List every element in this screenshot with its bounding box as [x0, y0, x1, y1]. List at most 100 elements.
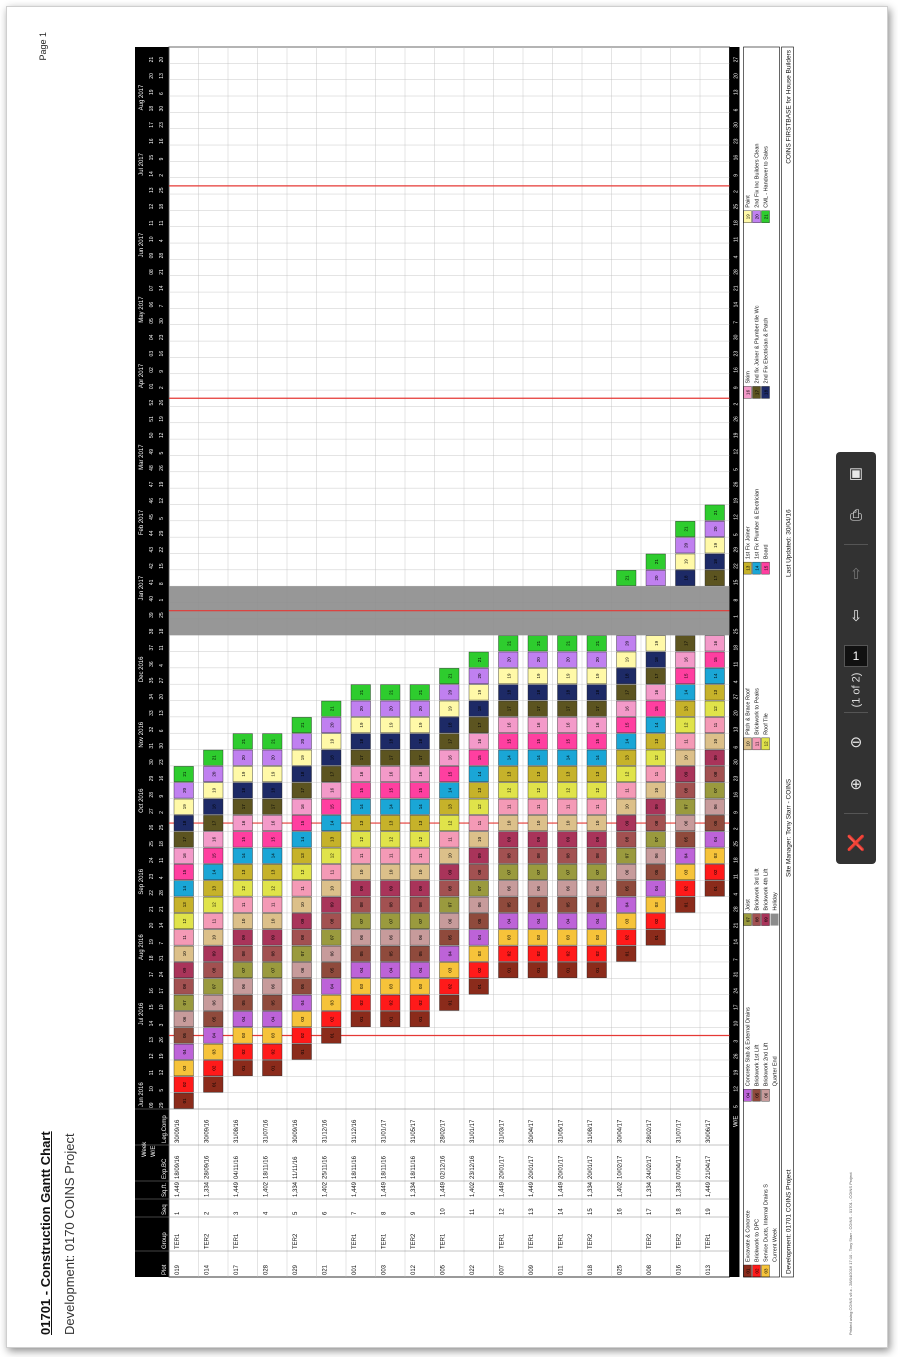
task-block: [409, 684, 430, 701]
task-code: 03: [477, 951, 482, 957]
task-code: 10: [182, 951, 187, 957]
week-number: 36: [149, 661, 155, 667]
task-block: [262, 978, 283, 995]
task-block: [439, 962, 460, 978]
task-code: 03: [595, 934, 600, 940]
week-number: 47: [149, 481, 155, 487]
zoom-in-icon[interactable]: ⊕: [849, 775, 863, 793]
task-code: 09: [624, 820, 629, 826]
week-day: 29: [159, 1102, 165, 1108]
week-day: 25: [159, 612, 165, 618]
task-code: 13: [565, 771, 570, 777]
task-block: [409, 945, 430, 962]
task-block: [704, 651, 725, 668]
task-code: 14: [683, 689, 688, 695]
task-block: [616, 651, 637, 668]
footer-week-day: 11: [734, 661, 740, 666]
table-cell: 1,449: [382, 1181, 388, 1197]
task-block: [704, 798, 725, 815]
task-block: [173, 913, 194, 929]
task-block: [232, 994, 253, 1011]
legend-code: 07: [746, 917, 751, 923]
task-code: 04: [300, 1000, 305, 1006]
table-cell: 17: [647, 1208, 653, 1215]
task-code: 06: [624, 869, 629, 875]
task-code: 14: [359, 804, 364, 810]
task-block: [439, 880, 460, 897]
task-code: 07: [654, 836, 659, 842]
task-code: 11: [624, 788, 629, 793]
task-code: 08: [359, 902, 364, 908]
table-cell: 1,334: [647, 1181, 653, 1197]
table-cell: 20/01/17: [588, 1155, 594, 1179]
month-label: May 2017: [139, 296, 145, 323]
task-block: [262, 798, 283, 815]
task-block: [704, 749, 725, 766]
fit-page-icon[interactable]: ▣: [848, 465, 864, 483]
next-page-icon[interactable]: ⇩: [849, 608, 863, 626]
week-number: 13: [149, 187, 155, 193]
table-cell: 12: [500, 1208, 506, 1215]
legend-swatch: [761, 737, 770, 751]
task-code: 02: [506, 951, 511, 957]
task-code: 12: [536, 787, 541, 793]
task-block: [527, 766, 548, 782]
task-block: [380, 782, 401, 799]
task-block: [439, 700, 460, 717]
print-icon[interactable]: ⎙: [849, 506, 862, 524]
task-block: [468, 717, 489, 733]
task-block: [468, 978, 489, 995]
task-code: 14: [713, 673, 718, 679]
acrobat-icon[interactable]: ❌: [846, 834, 866, 852]
table-cell: 003: [382, 1264, 388, 1275]
task-block: [468, 668, 489, 684]
task-code: 07: [300, 951, 305, 957]
task-block: [262, 831, 283, 848]
task-code: 19: [182, 804, 187, 810]
previous-page-icon[interactable]: ⇧: [849, 566, 863, 584]
task-block: [232, 1011, 253, 1028]
task-block: [527, 831, 548, 848]
table-cell: TER2: [293, 1233, 299, 1249]
week-day: 27: [159, 677, 165, 683]
task-code: 18: [595, 689, 600, 695]
legend-label: Brickwork 1st Lift: [755, 1044, 761, 1086]
task-block: [232, 1060, 253, 1077]
task-code: 09: [329, 902, 334, 908]
month-label: Mar 2017: [139, 444, 145, 470]
task-code: 03: [270, 1032, 275, 1038]
month-label: Sep 2016: [139, 868, 145, 894]
task-block: [616, 945, 637, 962]
task-code: 02: [624, 934, 629, 940]
task-block: [380, 994, 401, 1011]
week-day: 12: [159, 498, 165, 504]
legend-label: Board: [764, 544, 770, 559]
task-block: [262, 1043, 283, 1060]
task-code: 15: [300, 820, 305, 826]
task-block: [557, 847, 578, 864]
task-code: 17: [595, 706, 600, 712]
task-block: [675, 749, 696, 766]
task-block: [321, 880, 342, 897]
legend-code: 05: [755, 1092, 760, 1098]
week-day: 26: [159, 400, 165, 406]
task-block: [232, 929, 253, 946]
task-code: 05: [506, 902, 511, 908]
table-cell: 30/04/17: [618, 1119, 624, 1143]
task-block: [321, 847, 342, 864]
task-block: [527, 782, 548, 799]
task-block: [232, 962, 253, 978]
task-block: [173, 1027, 194, 1044]
task-block: [173, 880, 194, 897]
table-cell: 5: [293, 1211, 299, 1215]
task-code: 01: [654, 934, 659, 940]
task-block: [350, 749, 371, 766]
task-code: 13: [418, 820, 423, 826]
page-input[interactable]: 1: [844, 645, 868, 668]
zoom-out-icon[interactable]: ⊖: [849, 733, 863, 751]
task-code: 21: [182, 771, 187, 777]
task-block: [291, 798, 312, 815]
task-code: 04: [359, 967, 364, 973]
task-code: 16: [270, 820, 275, 826]
week-number: 35: [149, 677, 155, 683]
